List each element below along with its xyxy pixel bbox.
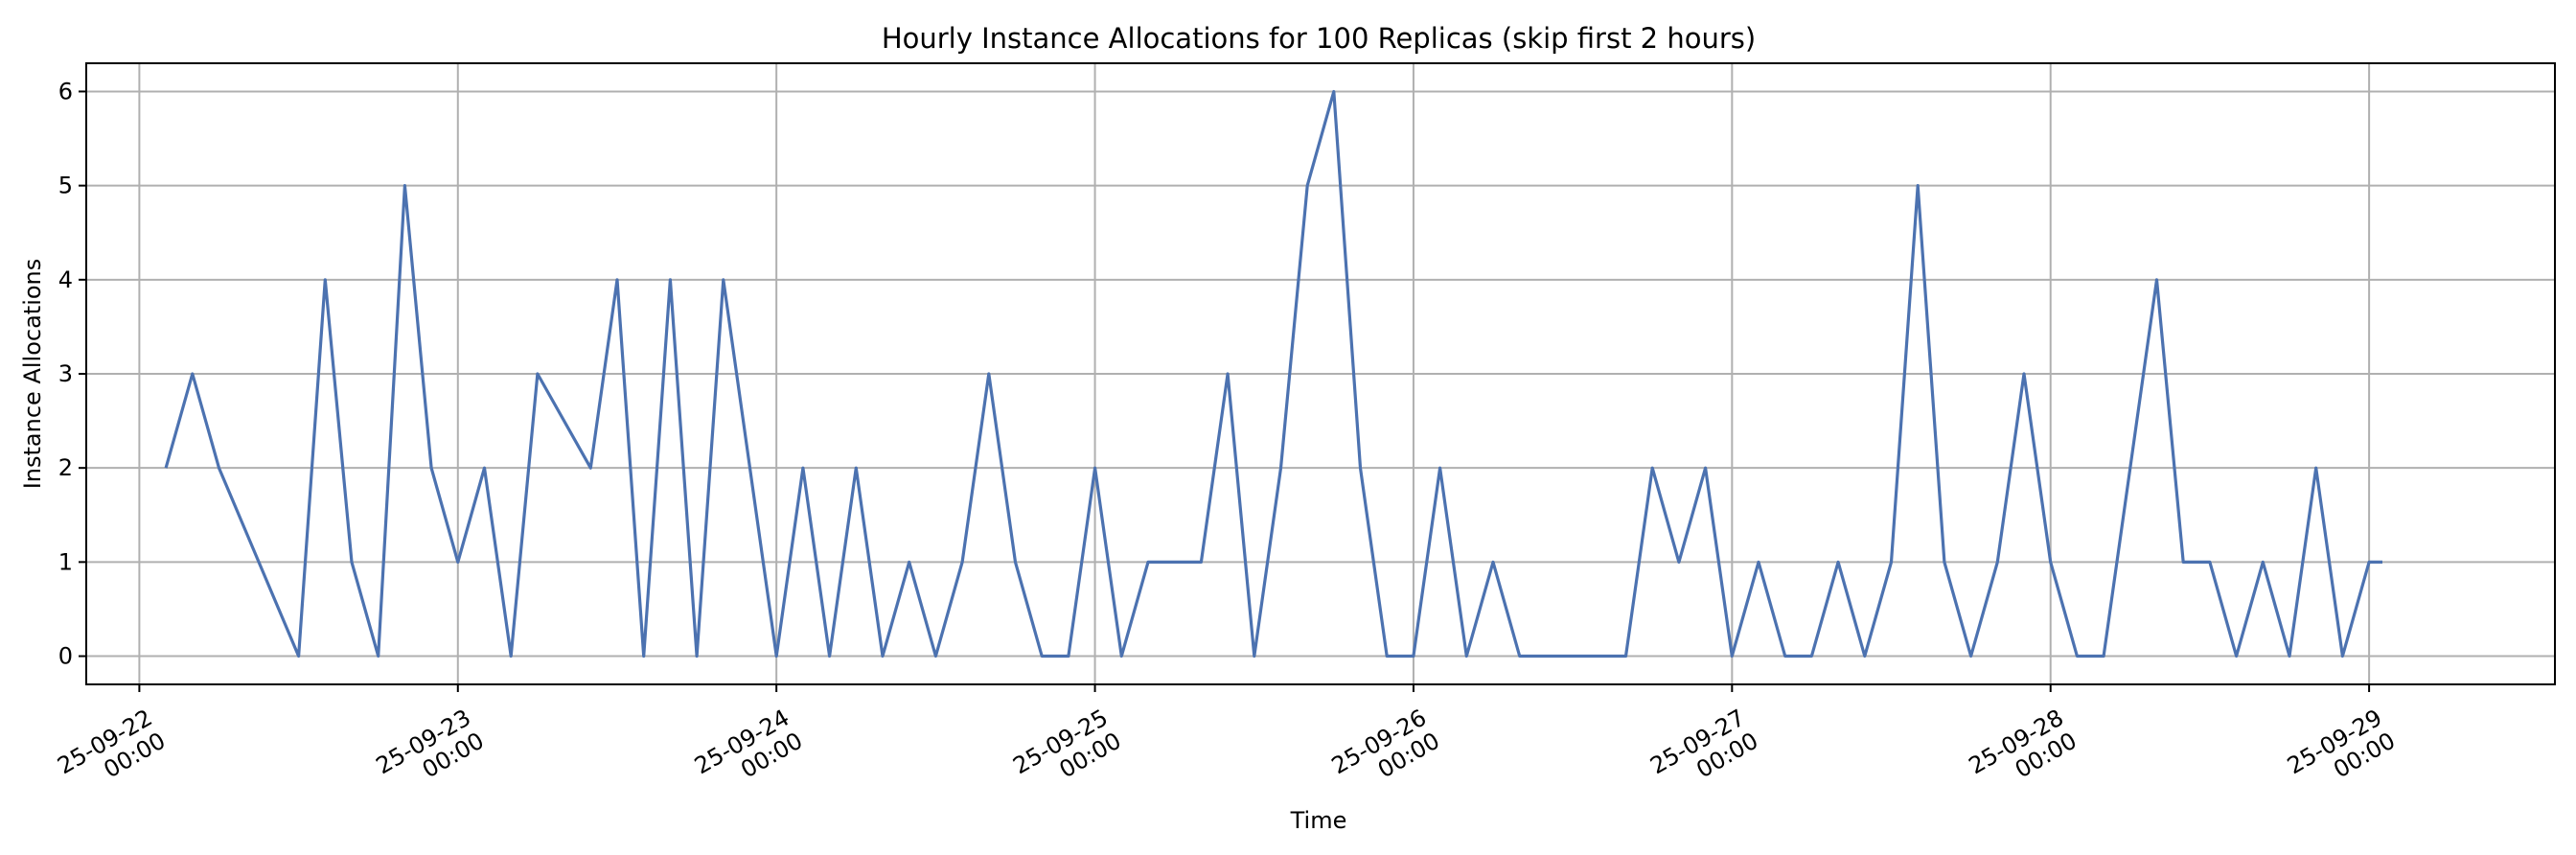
y-axis-label: Instance Allocations — [19, 259, 46, 490]
y-tick-label: 1 — [58, 548, 73, 575]
y-tick-label: 4 — [58, 266, 73, 293]
x-tick-label: 25-09-2700:00 — [1645, 705, 1762, 803]
series-line — [164, 89, 2382, 659]
x-axis-ticks: 25-09-2200:00 25-09-2300:00 25-09-2400:00 2… — [53, 684, 2400, 803]
y-tick-label: 6 — [58, 78, 73, 104]
y-tick-label: 2 — [58, 454, 73, 481]
x-tick-label: 25-09-2200:00 — [53, 705, 170, 803]
y-axis-ticks: 0 1 2 3 4 5 6 — [58, 78, 86, 670]
x-tick-label: 25-09-2500:00 — [1008, 705, 1125, 803]
x-tick-label: 25-09-2800:00 — [1965, 705, 2082, 803]
grid-lines — [86, 63, 2555, 684]
y-tick-label: 0 — [58, 643, 73, 670]
x-tick-label: 25-09-2600:00 — [1327, 705, 1444, 803]
x-tick-label: 25-09-2400:00 — [690, 705, 807, 803]
y-tick-label: 3 — [58, 360, 73, 387]
x-tick-label: 25-09-2300:00 — [372, 705, 489, 803]
chart-title: Hourly Instance Allocations for 100 Repl… — [882, 22, 1756, 55]
series-layer — [164, 89, 2382, 659]
y-tick-label: 5 — [58, 173, 73, 199]
x-axis-label: Time — [1290, 807, 1347, 834]
x-tick-label: 25-09-2900:00 — [2283, 705, 2400, 803]
